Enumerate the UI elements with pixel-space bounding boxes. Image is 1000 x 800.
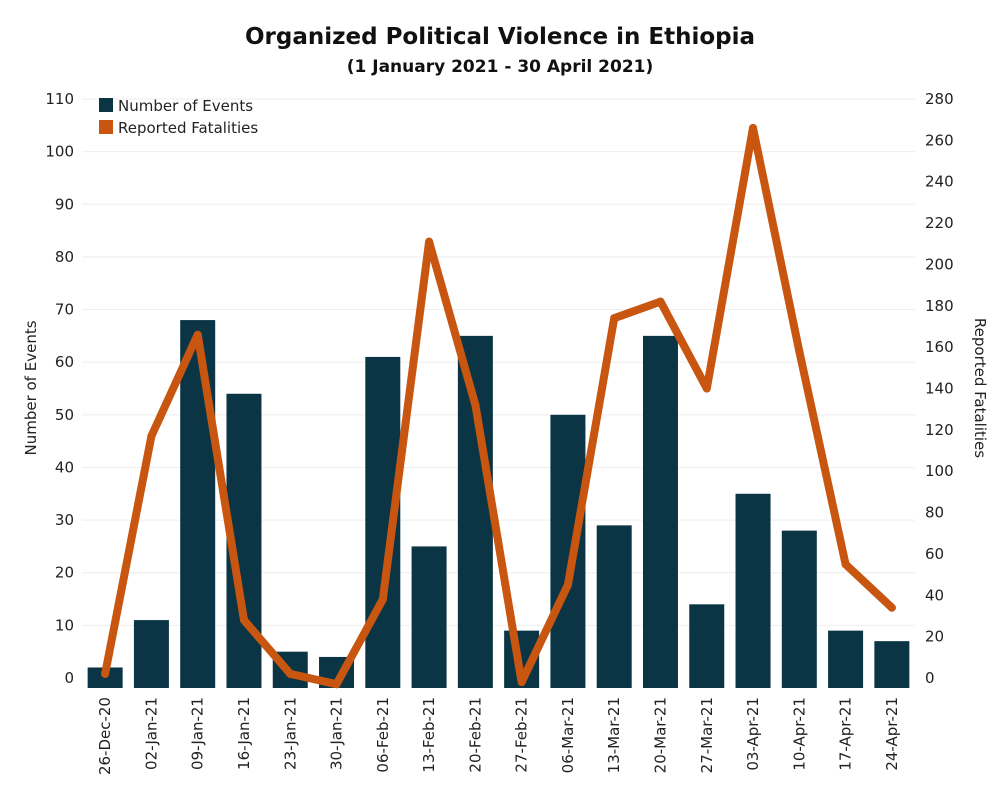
x-tick-09-Jan-21: 09-Jan-21 xyxy=(189,697,207,770)
x-axis-ticks: 26-Dec-20 02-Jan-21 09-Jan-21 16-Jan-21 23-J… xyxy=(96,697,901,775)
x-tick-13-Mar-21: 13-Mar-21 xyxy=(605,697,623,773)
bar-09-Jan-21 xyxy=(180,320,216,688)
fatalities-point-30-Jan-21 xyxy=(332,680,341,689)
fatalities-point-16-Jan-21 xyxy=(239,616,248,625)
x-tick-24-Apr-21: 24-Apr-21 xyxy=(883,697,901,771)
y2-tick-240: 240 xyxy=(925,173,954,191)
bar-02-Jan-21 xyxy=(133,620,169,688)
x-tick-02-Jan-21: 02-Jan-21 xyxy=(142,697,160,770)
line-series xyxy=(101,123,896,689)
fatalities-point-13-Mar-21 xyxy=(610,314,619,323)
y-tick-60: 60 xyxy=(55,353,74,371)
fatalities-point-26-Dec-20 xyxy=(101,669,110,678)
y2-tick-0: 0 xyxy=(925,669,935,687)
x-tick-20-Feb-21: 20-Feb-21 xyxy=(466,697,484,773)
fatalities-point-24-Apr-21 xyxy=(887,603,896,612)
legend-swatch-fatalities xyxy=(99,120,113,134)
fatalities-point-03-Apr-21 xyxy=(749,123,758,132)
bar-10-Apr-21 xyxy=(781,530,817,688)
fatalities-point-20-Feb-21 xyxy=(471,401,480,410)
bar-27-Mar-21 xyxy=(689,604,725,688)
x-tick-03-Apr-21: 03-Apr-21 xyxy=(744,697,762,771)
x-tick-20-Mar-21: 20-Mar-21 xyxy=(651,697,669,773)
y2-tick-20: 20 xyxy=(925,628,944,646)
y-tick-0: 0 xyxy=(64,669,74,687)
y-tick-20: 20 xyxy=(55,564,74,582)
y2-tick-280: 280 xyxy=(925,90,954,108)
y2-tick-140: 140 xyxy=(925,380,954,398)
fatalities-point-27-Feb-21 xyxy=(517,678,526,687)
bar-20-Feb-21 xyxy=(457,335,493,688)
x-tick-27-Mar-21: 27-Mar-21 xyxy=(698,697,716,773)
y-tick-70: 70 xyxy=(55,301,74,319)
bar-24-Apr-21 xyxy=(874,641,910,688)
y-tick-50: 50 xyxy=(55,406,74,424)
bar-13-Feb-21 xyxy=(411,546,447,688)
chart-title: Organized Political Violence in Ethiopia xyxy=(245,24,755,50)
fatalities-point-23-Jan-21 xyxy=(286,669,295,678)
x-tick-10-Apr-21: 10-Apr-21 xyxy=(790,697,808,771)
bar-03-Apr-21 xyxy=(735,493,771,688)
fatalities-point-02-Jan-21 xyxy=(147,432,156,441)
y-tick-40: 40 xyxy=(55,458,74,476)
bar-20-Mar-21 xyxy=(642,335,678,688)
y-tick-90: 90 xyxy=(55,195,74,213)
fatalities-point-20-Mar-21 xyxy=(656,297,665,306)
y-tick-80: 80 xyxy=(55,248,74,266)
gridlines xyxy=(82,98,915,626)
y2-tick-60: 60 xyxy=(925,545,944,563)
x-tick-23-Jan-21: 23-Jan-21 xyxy=(281,697,299,770)
fatalities-line xyxy=(101,124,896,689)
fatalities-point-09-Jan-21 xyxy=(193,330,202,339)
legend: Number of Events Reported Fatalities xyxy=(99,97,258,137)
fatalities-point-17-Apr-21 xyxy=(841,560,850,569)
y2-tick-200: 200 xyxy=(925,255,954,273)
y-axis-left-ticks: 0 10 20 30 40 50 60 70 80 90 100 110 xyxy=(45,90,74,687)
x-tick-16-Jan-21: 16-Jan-21 xyxy=(235,697,253,770)
y2-tick-100: 100 xyxy=(925,462,954,480)
y2-tick-160: 160 xyxy=(925,338,954,356)
y-axis-right-label: Reported Fatalities xyxy=(971,318,989,458)
y-tick-110: 110 xyxy=(45,90,74,108)
legend-label-fatalities: Reported Fatalities xyxy=(118,119,258,137)
x-tick-06-Mar-21: 06-Mar-21 xyxy=(559,697,577,773)
y2-tick-40: 40 xyxy=(925,586,944,604)
chart-subtitle: (1 January 2021 - 30 April 2021) xyxy=(347,57,654,77)
y-tick-30: 30 xyxy=(55,511,74,529)
x-tick-30-Jan-21: 30-Jan-21 xyxy=(328,697,346,770)
x-tick-06-Feb-21: 06-Feb-21 xyxy=(374,697,392,773)
fatalities-point-06-Feb-21 xyxy=(378,595,387,604)
bar-series xyxy=(87,320,910,688)
x-tick-17-Apr-21: 17-Apr-21 xyxy=(837,697,855,771)
x-tick-27-Feb-21: 27-Feb-21 xyxy=(513,697,531,773)
y2-tick-180: 180 xyxy=(925,297,954,315)
y2-tick-80: 80 xyxy=(925,504,944,522)
fatalities-point-10-Apr-21 xyxy=(795,347,804,356)
y2-tick-260: 260 xyxy=(925,131,954,149)
fatalities-point-27-Mar-21 xyxy=(702,384,711,393)
legend-swatch-events xyxy=(99,98,113,112)
y-axis-right-ticks: 0 20 40 60 80 100 120 140 160 180 200 220 240 260 280 xyxy=(925,90,954,687)
bar-13-Mar-21 xyxy=(596,525,632,688)
fatalities-point-06-Mar-21 xyxy=(563,580,572,589)
bar-17-Apr-21 xyxy=(828,630,864,688)
y-axis-left-label: Number of Events xyxy=(22,320,40,455)
x-tick-26-Dec-20: 26-Dec-20 xyxy=(96,697,114,775)
fatalities-point-13-Feb-21 xyxy=(425,237,434,246)
bar-06-Mar-21 xyxy=(550,414,586,688)
y2-tick-220: 220 xyxy=(925,214,954,232)
y2-tick-120: 120 xyxy=(925,421,954,439)
legend-label-events: Number of Events xyxy=(118,97,253,115)
y-tick-100: 100 xyxy=(45,143,74,161)
x-tick-13-Feb-21: 13-Feb-21 xyxy=(420,697,438,773)
y-tick-10: 10 xyxy=(55,616,74,634)
